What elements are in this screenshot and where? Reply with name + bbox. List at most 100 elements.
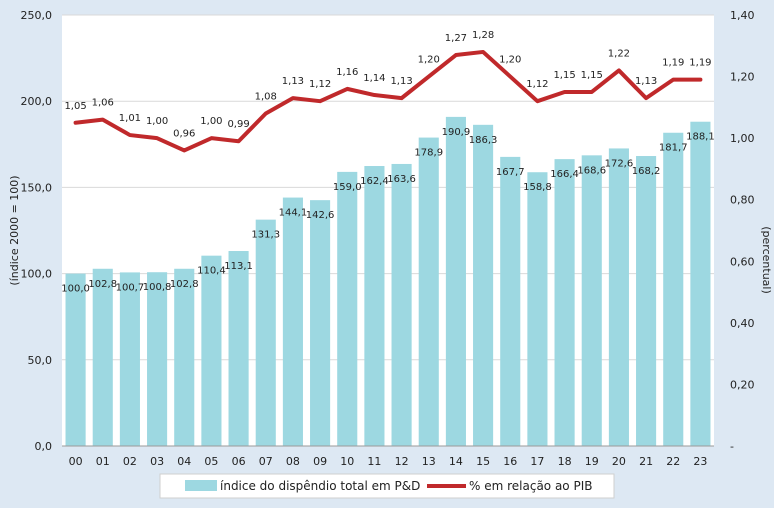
x-tick-01: 01 (96, 455, 110, 468)
bar-18 (554, 159, 575, 446)
line-label-18: 1,15 (553, 70, 575, 81)
bar-20 (608, 148, 629, 446)
y-left-tick-3: 150,0 (21, 181, 53, 194)
bar-label-02: 100,7 (116, 282, 145, 293)
bar-label-08: 144,1 (279, 208, 308, 219)
x-tick-13: 13 (422, 455, 436, 468)
y-left-tick-1: 50,0 (28, 354, 53, 367)
bar-21 (636, 156, 657, 446)
bar-17 (527, 172, 548, 446)
y-left-tick-4: 200,0 (21, 95, 53, 108)
bar-04 (174, 268, 195, 446)
x-tick-04: 04 (177, 455, 191, 468)
y-right-tick-6: 1,20 (730, 71, 755, 84)
bar-label-15: 186,3 (469, 135, 498, 146)
bar-16 (500, 156, 521, 446)
y-right-tick-2: 0,40 (730, 317, 755, 330)
x-tick-08: 08 (286, 455, 300, 468)
line-label-01: 1,06 (92, 98, 114, 109)
x-tick-09: 09 (313, 455, 327, 468)
line-label-07: 1,08 (255, 92, 277, 103)
bar-13 (418, 137, 439, 446)
x-tick-17: 17 (530, 455, 544, 468)
bar-09 (310, 200, 331, 446)
x-tick-10: 10 (340, 455, 354, 468)
line-label-13: 1,20 (418, 55, 440, 66)
line-label-17: 1,12 (526, 79, 548, 90)
bar-05 (201, 255, 222, 446)
bar-label-14: 190,9 (442, 127, 471, 138)
bar-label-12: 163,6 (387, 174, 416, 185)
line-label-06: 0,99 (227, 119, 249, 130)
line-series (73, 49, 703, 153)
bar-03 (147, 272, 168, 446)
bar-label-05: 110,4 (197, 266, 226, 277)
bar-label-10: 159,0 (333, 182, 362, 193)
bar-07 (255, 219, 276, 446)
line-label-12: 1,13 (390, 76, 412, 87)
line-label-11: 1,14 (363, 73, 385, 84)
bar-15 (473, 124, 494, 447)
bar-00 (65, 273, 86, 446)
x-tick-03: 03 (150, 455, 164, 468)
x-tick-19: 19 (585, 455, 599, 468)
x-tick-05: 05 (204, 455, 218, 468)
bar-label-01: 102,8 (88, 279, 117, 290)
bar-label-16: 167,7 (496, 167, 525, 178)
bar-label-11: 162,4 (360, 176, 389, 187)
x-tick-11: 11 (367, 455, 381, 468)
x-tick-02: 02 (123, 455, 137, 468)
y-right-tick-0: - (730, 440, 734, 453)
line-label-03: 1,00 (146, 116, 168, 127)
bar-label-23: 188,1 (686, 132, 715, 143)
bar-11 (364, 166, 385, 446)
bar-label-19: 168,6 (577, 165, 606, 176)
x-tick-06: 06 (232, 455, 246, 468)
legend-line-label: % em relação ao PIB (469, 479, 592, 493)
bar-12 (391, 163, 412, 446)
plot-area (62, 15, 714, 446)
bar-08 (282, 197, 303, 446)
line-data-labels: 1,05 1,06 1,01 1,00 0,96 1,00 0,99 1,08 1,13 1,12… (64, 30, 711, 140)
line-label-16: 1,20 (499, 55, 521, 66)
y-right-tick-5: 1,00 (730, 132, 755, 145)
legend-bar-swatch (185, 480, 217, 491)
line-label-08: 1,13 (282, 76, 304, 87)
bar-label-18: 166,4 (550, 169, 579, 180)
bar-label-20: 172,6 (605, 158, 634, 169)
x-tick-20: 20 (612, 455, 626, 468)
line-pib (73, 49, 703, 153)
y-right-tick-labels: - 0,20 0,40 0,60 0,80 1,00 1,20 1,40 (730, 9, 755, 453)
line-label-22: 1,19 (662, 58, 684, 69)
line-label-20: 1,22 (608, 48, 630, 59)
y-left-tick-2: 100,0 (21, 268, 53, 281)
line-label-19: 1,15 (581, 70, 603, 81)
line-label-02: 1,01 (119, 113, 141, 124)
bar-14 (445, 116, 466, 446)
gridlines (62, 14, 714, 361)
bar-label-00: 100,0 (61, 284, 90, 295)
bar-data-labels: 100,0102,8100,7100,8102,8110,4113,1131,3… (61, 127, 714, 295)
line-label-21: 1,13 (635, 76, 657, 87)
x-tick-16: 16 (503, 455, 517, 468)
x-tick-15: 15 (476, 455, 490, 468)
bar-label-07: 131,3 (251, 230, 280, 241)
bar-label-13: 178,9 (414, 148, 443, 159)
x-tick-12: 12 (395, 455, 409, 468)
line-label-14: 1,27 (445, 33, 467, 44)
y-right-tick-4: 0,80 (730, 194, 755, 207)
line-label-15: 1,28 (472, 30, 494, 41)
bar-23 (690, 121, 711, 446)
line-label-05: 1,00 (200, 116, 222, 127)
bar-label-21: 168,2 (632, 166, 661, 177)
bar-label-09: 142,6 (306, 210, 335, 221)
bar-06 (228, 251, 249, 446)
x-tick-14: 14 (449, 455, 463, 468)
y-right-tick-1: 0,20 (730, 378, 755, 391)
line-label-04: 0,96 (173, 128, 195, 139)
y-right-tick-3: 0,60 (730, 255, 755, 268)
y-right-axis-label: (percentual) (760, 226, 773, 293)
y-left-axis-label: (índice 2000 = 100) (8, 175, 21, 285)
line-label-09: 1,12 (309, 79, 331, 90)
